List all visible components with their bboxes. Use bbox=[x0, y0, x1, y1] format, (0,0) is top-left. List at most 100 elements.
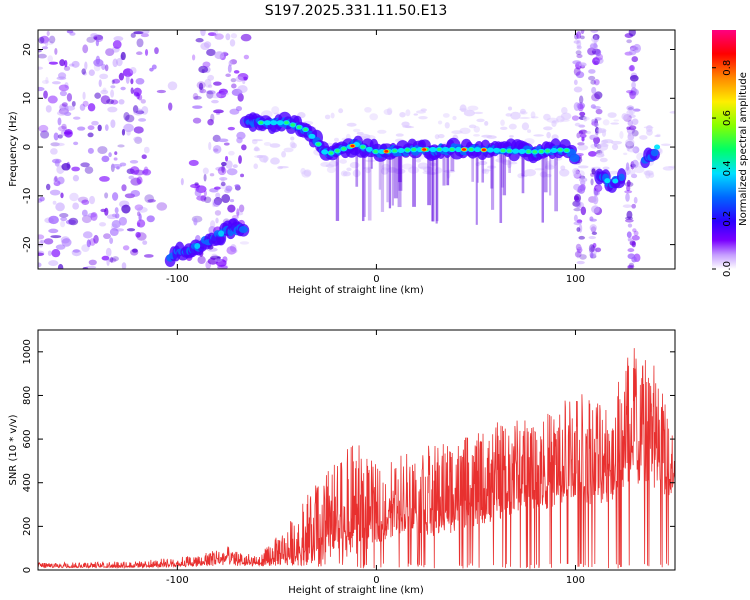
noise-blob bbox=[88, 259, 97, 266]
noise-blob bbox=[130, 189, 141, 197]
ridge-mid bbox=[238, 226, 248, 233]
noise-blob bbox=[580, 30, 585, 35]
noise-blob bbox=[55, 202, 65, 212]
spectrogram-xtick-label: 100 bbox=[566, 274, 585, 285]
noise-blob bbox=[217, 138, 229, 143]
noise-blob bbox=[231, 88, 243, 97]
haze-blob bbox=[451, 130, 463, 135]
noise-blob bbox=[223, 142, 230, 146]
haze-blob bbox=[546, 131, 551, 139]
noise-blob bbox=[204, 78, 212, 88]
haze-blob bbox=[473, 111, 484, 115]
ridge-core bbox=[328, 151, 334, 155]
spectral-smear bbox=[502, 151, 507, 196]
noise-blob bbox=[227, 126, 235, 131]
haze-blob bbox=[629, 169, 636, 176]
noise-blob bbox=[38, 66, 44, 70]
spectral-smear bbox=[412, 151, 416, 207]
haze-blob bbox=[510, 111, 521, 120]
noise-blob bbox=[626, 179, 631, 187]
haze-blob bbox=[639, 135, 648, 140]
noise-blob bbox=[230, 33, 238, 39]
noise-blob bbox=[43, 238, 54, 245]
spectrogram-ylabel: Frequency (Hz) bbox=[8, 111, 19, 187]
noise-blob bbox=[203, 196, 212, 204]
noise-blob bbox=[168, 102, 173, 111]
noise-blob bbox=[221, 161, 227, 167]
haze-blob bbox=[395, 133, 404, 137]
noise-blob bbox=[588, 69, 596, 74]
haze-blob bbox=[402, 125, 412, 129]
spectral-smear bbox=[355, 151, 359, 187]
haze-blob bbox=[660, 143, 671, 147]
noise-blob bbox=[144, 194, 155, 204]
haze-blob bbox=[530, 116, 539, 119]
ridge-core bbox=[290, 123, 295, 127]
spectrogram-ytick-label: 0 bbox=[22, 144, 33, 150]
noise-blob bbox=[51, 249, 61, 258]
noise-blob bbox=[57, 176, 65, 185]
noise-blob bbox=[595, 49, 602, 57]
noise-blob bbox=[55, 244, 66, 250]
ridge-core bbox=[405, 148, 410, 152]
noise-blob bbox=[54, 175, 58, 182]
noise-blob bbox=[631, 159, 639, 169]
noise-blob bbox=[44, 41, 49, 47]
haze-blob bbox=[519, 116, 531, 120]
noise-blob bbox=[54, 142, 65, 147]
noise-blob bbox=[87, 125, 95, 131]
spectral-smear bbox=[541, 151, 545, 223]
spectral-smear bbox=[361, 151, 365, 222]
noise-blob bbox=[631, 203, 636, 209]
noise-blob bbox=[99, 73, 109, 80]
haze-blob bbox=[508, 123, 517, 130]
noise-blob bbox=[574, 250, 582, 258]
noise-blob bbox=[84, 166, 94, 174]
haze-blob bbox=[269, 143, 281, 148]
haze-blob bbox=[610, 140, 623, 145]
noise-blob bbox=[576, 250, 580, 259]
noise-blob bbox=[61, 123, 67, 130]
noise-blob bbox=[136, 206, 148, 213]
noise-blob bbox=[571, 115, 580, 121]
noise-blob bbox=[221, 194, 231, 204]
noise-blob bbox=[104, 124, 109, 131]
spectral-smear bbox=[363, 151, 366, 217]
ridge-core bbox=[654, 144, 661, 150]
noise-blob bbox=[214, 258, 222, 263]
noise-blob bbox=[102, 87, 107, 93]
noise-blob bbox=[50, 235, 62, 239]
noise-blob bbox=[112, 192, 119, 201]
noise-blob bbox=[624, 190, 633, 194]
noise-blob bbox=[73, 116, 81, 120]
haze-blob bbox=[352, 128, 361, 133]
spectral-smear bbox=[435, 151, 439, 222]
haze-blob bbox=[607, 112, 617, 118]
haze-blob bbox=[352, 169, 361, 178]
noise-blob bbox=[215, 192, 221, 199]
haze-blob bbox=[467, 105, 479, 111]
noise-blob bbox=[224, 155, 229, 162]
haze-blob bbox=[627, 147, 637, 153]
noise-blob bbox=[595, 185, 603, 192]
snr-xlabel: Height of straight line (km) bbox=[288, 585, 424, 596]
noise-blob bbox=[594, 91, 603, 100]
haze-blob bbox=[602, 119, 610, 126]
noise-blob bbox=[180, 177, 184, 186]
noise-blob bbox=[66, 30, 74, 34]
noise-blob bbox=[126, 228, 136, 232]
noise-blob bbox=[94, 92, 102, 99]
noise-blob bbox=[47, 250, 52, 256]
noise-blob bbox=[100, 95, 111, 105]
noise-blob bbox=[114, 151, 118, 156]
spectral-smear bbox=[446, 151, 450, 186]
noise-blob bbox=[136, 38, 144, 48]
spectral-smear bbox=[499, 151, 503, 223]
haze-blob bbox=[519, 111, 528, 115]
noise-blob bbox=[43, 90, 48, 99]
colorbar: 0.0 0.2 0.4 0.6 0.8 Normalized spectral ampl… bbox=[712, 30, 749, 277]
ridge-peak bbox=[422, 148, 427, 151]
